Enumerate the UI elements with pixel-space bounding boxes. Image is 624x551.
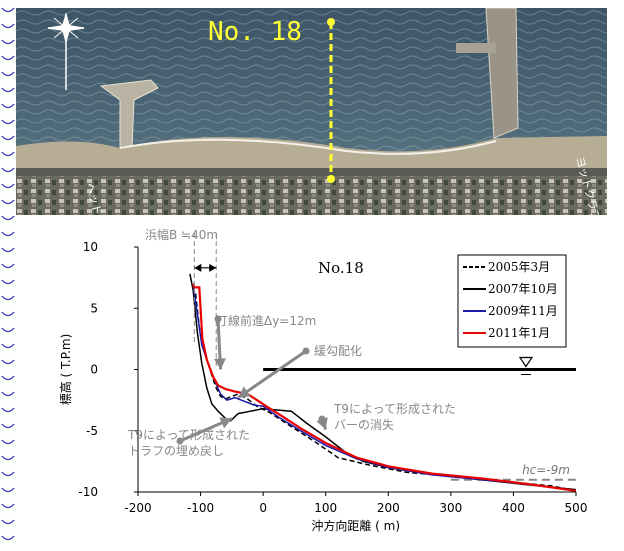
annotation-dot — [176, 437, 184, 445]
legend-label: 2009年11月 — [488, 304, 558, 318]
binding-ring — [1, 215, 15, 221]
x-tick-label: 0 — [259, 501, 267, 515]
binding-ring — [1, 87, 15, 93]
y-tick-label: 10 — [83, 240, 98, 254]
binding-ring — [1, 7, 15, 13]
station-title: No.18 — [318, 259, 364, 277]
y-axis-label: 標高 ( T.P.m) — [58, 334, 73, 406]
legend-label: 2011年1月 — [488, 326, 550, 340]
annotation-arrowhead — [238, 386, 251, 398]
beach-profile-chart: hc=-9m -200 -100 0 100 200 300 400 500 10 5 0 -5 -10… — [58, 227, 588, 533]
binding-ring — [1, 455, 15, 461]
beach-width-arrowhead — [194, 263, 202, 272]
annotation-text: 緩勾配化 — [314, 344, 362, 358]
binding-ring — [1, 279, 15, 285]
annotation-arrowhead — [219, 417, 232, 429]
binding-ring — [1, 503, 15, 509]
binding-ring — [1, 71, 15, 77]
binding-ring — [1, 135, 15, 141]
spiral-binding — [1, 7, 15, 541]
binding-ring — [1, 103, 15, 109]
binding-ring — [1, 311, 15, 317]
binding-ring — [1, 327, 15, 333]
binding-ring — [1, 471, 15, 477]
binding-ring — [1, 231, 15, 237]
binding-ring — [1, 183, 15, 189]
binding-ring — [1, 343, 15, 349]
binding-ring — [1, 359, 15, 365]
binding-ring — [1, 167, 15, 173]
closure-depth-label: hc=-9m — [522, 463, 570, 477]
annotation-text: 汀線前進Δy=12m — [216, 313, 316, 328]
binding-ring — [1, 151, 15, 157]
binding-ring — [1, 119, 15, 125]
legend-label: 2005年3月 — [488, 260, 550, 274]
water-level-icon — [518, 356, 534, 368]
profile-end-point — [327, 175, 335, 183]
y-tick-label: 0 — [90, 363, 98, 377]
x-tick-label: 500 — [565, 501, 588, 515]
compass-rose-icon — [47, 12, 85, 90]
x-tick-label: -100 — [187, 501, 214, 515]
binding-ring — [1, 199, 15, 205]
annotation-arrowhead — [214, 358, 227, 370]
annotation-text: T9によって形成された — [333, 402, 456, 416]
x-axis-label: 沖方向距離 ( m) — [311, 518, 400, 533]
y-tick-label: -10 — [78, 485, 98, 499]
annotation-dot — [214, 315, 222, 323]
x-tick-label: -200 — [124, 501, 151, 515]
x-tick-label: 100 — [314, 501, 337, 515]
binding-ring — [1, 23, 15, 29]
annotation-arrow — [237, 349, 307, 399]
station-label: No. 18 — [208, 17, 302, 47]
binding-ring — [1, 295, 15, 301]
binding-ring — [1, 39, 15, 45]
annotation-dot — [302, 347, 310, 355]
y-tick-label: -5 — [86, 424, 98, 438]
x-tick-label: 400 — [502, 501, 525, 515]
annotation-dot — [318, 415, 326, 423]
binding-ring — [1, 519, 15, 525]
y-tick-label: 5 — [90, 301, 98, 315]
series-line — [192, 283, 577, 492]
binding-ring — [1, 407, 15, 413]
binding-ring — [1, 55, 15, 61]
x-tick-label: 300 — [439, 501, 462, 515]
binding-ring — [1, 375, 15, 381]
annotation-text: T9によって形成された — [127, 428, 250, 442]
binding-ring — [1, 263, 15, 269]
binding-ring — [1, 391, 15, 397]
binding-ring — [1, 535, 15, 541]
binding-ring — [1, 423, 15, 429]
binding-ring — [1, 487, 15, 493]
beach-width-label: 浜幅B ≒40m — [145, 227, 218, 242]
binding-ring — [1, 247, 15, 253]
x-tick-label: 200 — [377, 501, 400, 515]
profile-start-point — [327, 18, 335, 26]
annotation-text: トラフの埋め戻し — [128, 444, 224, 458]
binding-ring — [1, 439, 15, 445]
legend-label: 2007年10月 — [488, 282, 558, 296]
legend-box — [457, 254, 567, 348]
beach-width-arrowhead — [209, 263, 217, 272]
aerial-photo: ヘッドランド ヨットクラブ No. 18 — [16, 8, 607, 215]
annotation-text: バーの消失 — [334, 417, 394, 432]
